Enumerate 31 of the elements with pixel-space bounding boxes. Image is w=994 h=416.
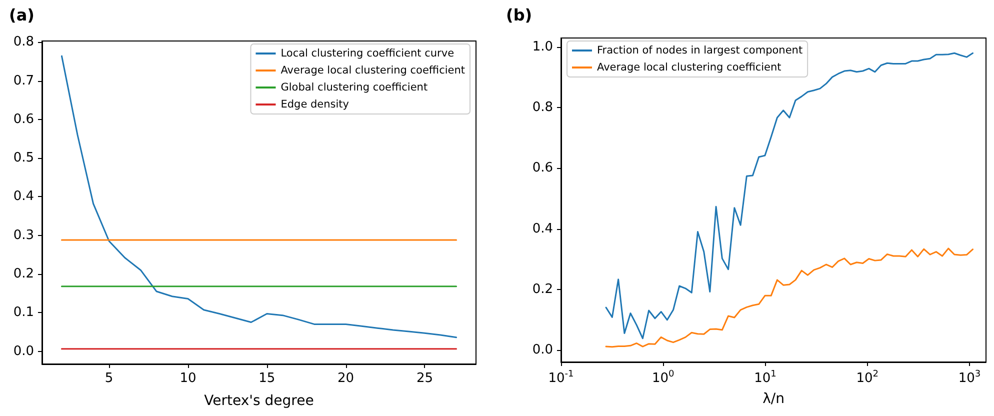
legend-label: Average local clustering coefficient (597, 62, 782, 74)
y-tick-label: 0.2 (13, 266, 34, 282)
legend-label: Global clustering coefficient (280, 82, 428, 94)
y-tick-label: 1.0 (532, 40, 553, 55)
y-tick-label: 0.1 (13, 305, 34, 320)
legend-label: Average local clustering coefficient (280, 64, 466, 76)
y-tick-label: 0.7 (13, 73, 34, 88)
x-axis-title: λ/n (762, 391, 784, 407)
y-tick-label: 0.8 (532, 100, 553, 116)
legend-label: Local clustering coefficient curve (280, 48, 454, 60)
x-tick-label: 5 (104, 371, 114, 386)
y-tick-label: 0.3 (13, 228, 34, 243)
x-tick-label: 10 (180, 371, 196, 386)
line-series (605, 248, 974, 348)
chart-title: (b) (506, 6, 532, 24)
legend-label: Fraction of nodes in largest component (597, 44, 803, 56)
x-tick-label: 20 (338, 371, 354, 386)
y-tick-label: 0.5 (13, 150, 34, 166)
x-tick-label: 15 (258, 371, 276, 386)
x-tick-label: 25 (416, 371, 433, 386)
y-tick-label: 0.6 (532, 160, 553, 176)
y-tick-label: 0.0 (13, 344, 34, 359)
y-tick-label: 0.2 (532, 282, 553, 297)
x-axis-title: Vertex's degree (204, 393, 314, 409)
chart-title: (a) (9, 6, 34, 24)
y-tick-label: 0.0 (532, 342, 553, 358)
y-tick-label: 0.8 (13, 34, 34, 50)
y-tick-label: 0.4 (532, 221, 553, 236)
legend-label: Edge density (280, 98, 349, 110)
y-tick-label: 0.6 (13, 112, 34, 127)
y-tick-label: 0.4 (13, 189, 34, 204)
